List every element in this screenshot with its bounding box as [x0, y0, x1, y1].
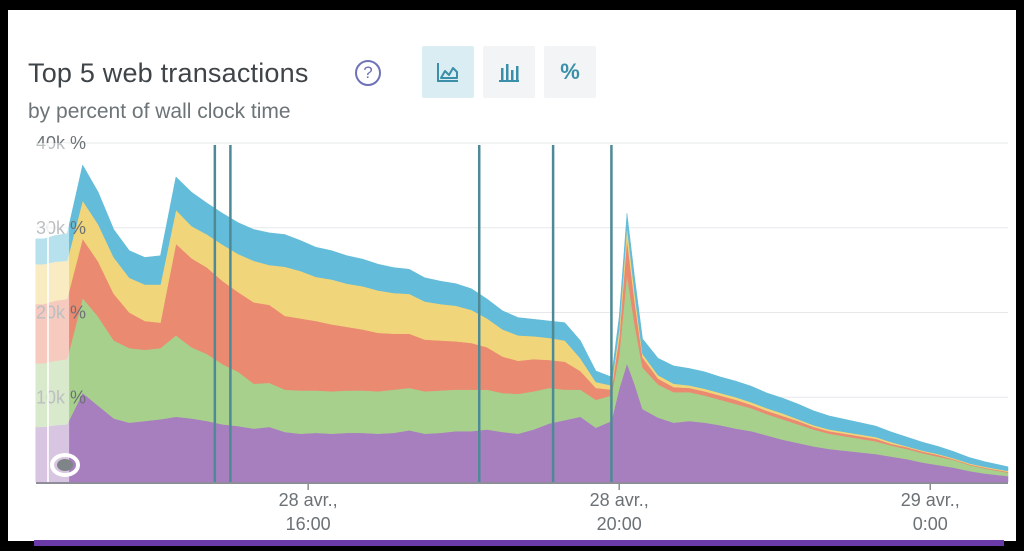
selection-overlay	[36, 143, 80, 482]
deploy-markers	[213, 145, 613, 482]
area-chart-view-button[interactable]	[422, 46, 474, 98]
range-handle-icon[interactable]	[50, 453, 80, 477]
x-tick-label-time: 16:00	[286, 514, 331, 534]
timeline-strip	[34, 540, 1004, 546]
help-icon[interactable]: ?	[355, 60, 381, 86]
chart-title: Top 5 web transactions	[28, 58, 309, 88]
bar-chart-icon	[499, 64, 519, 82]
x-tick-label-time: 20:00	[597, 514, 642, 534]
x-tick-label-date: 29 avr.,	[901, 490, 960, 510]
percent-icon: %	[560, 59, 580, 84]
bar-chart-view-button[interactable]	[483, 46, 535, 98]
chart-subtitle: by percent of wall clock time	[28, 100, 291, 123]
x-tick-label-date: 28 avr.,	[590, 490, 649, 510]
range-handle-dot	[57, 459, 73, 471]
x-tick-label-date: 28 avr.,	[279, 490, 338, 510]
window-top-bar	[0, 0, 1024, 10]
percent-view-button[interactable]: %	[544, 46, 596, 98]
area-series	[35, 164, 1009, 483]
x-tick-label-time: 0:00	[913, 514, 948, 534]
out-of-range-overlay	[36, 143, 70, 482]
area-series-5	[35, 164, 1009, 472]
x-axis-labels: 28 avr., 16:00 28 avr., 20:00 29 avr., 0:00	[279, 484, 960, 534]
area-chart-icon	[437, 63, 458, 82]
